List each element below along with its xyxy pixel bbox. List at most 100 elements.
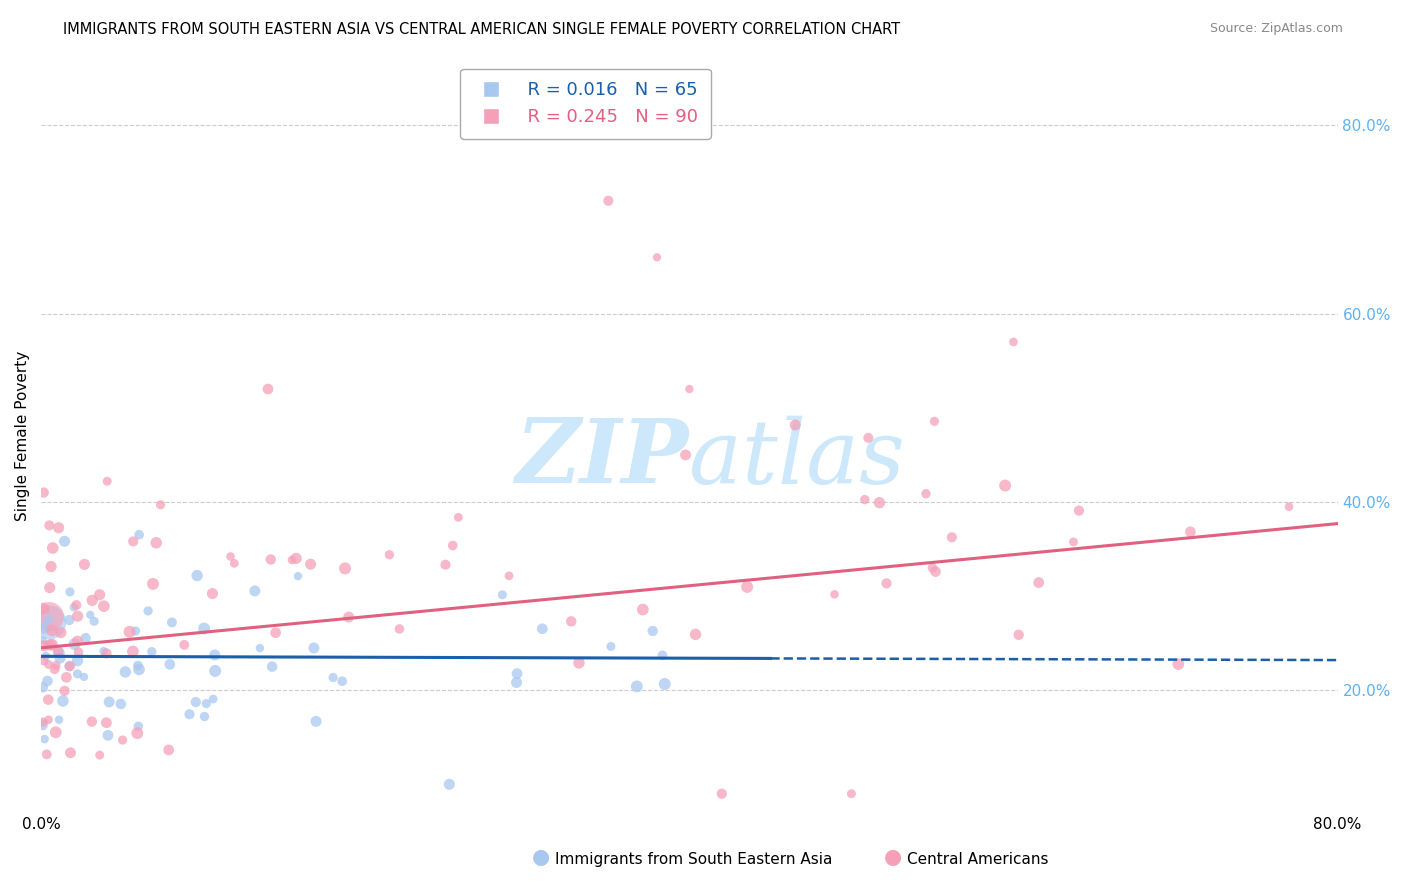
Point xyxy=(59,585,82,599)
Point xyxy=(34,602,56,616)
Point xyxy=(204,648,226,662)
Point xyxy=(111,733,134,747)
Point xyxy=(53,684,76,698)
Point xyxy=(305,714,328,729)
Point xyxy=(281,553,304,567)
Point xyxy=(83,614,105,628)
Point xyxy=(73,558,96,572)
Point xyxy=(65,598,87,612)
Point xyxy=(159,657,181,672)
Point xyxy=(568,656,591,670)
Point xyxy=(37,673,59,688)
Point xyxy=(37,657,59,672)
Point xyxy=(122,644,145,658)
Point xyxy=(243,583,266,598)
Point xyxy=(388,622,411,636)
Point xyxy=(193,622,215,636)
Point xyxy=(55,670,77,684)
Point xyxy=(302,640,325,655)
Point xyxy=(201,586,224,600)
Point xyxy=(127,719,149,733)
Point xyxy=(66,666,89,681)
Point xyxy=(110,697,132,711)
Point xyxy=(32,639,55,653)
Point xyxy=(31,718,53,732)
Point xyxy=(59,746,82,760)
Point xyxy=(59,659,82,673)
Point xyxy=(224,557,246,571)
Point xyxy=(32,621,55,635)
Point xyxy=(42,541,65,555)
Point xyxy=(1167,657,1189,672)
Point xyxy=(506,666,529,681)
Point xyxy=(924,414,946,428)
Point xyxy=(179,707,201,722)
Point xyxy=(63,637,86,651)
Point xyxy=(257,382,280,396)
Point xyxy=(32,485,55,500)
Point xyxy=(994,478,1017,492)
Point xyxy=(58,613,80,627)
Point xyxy=(34,732,56,747)
Point xyxy=(924,565,946,579)
Point xyxy=(96,715,118,730)
Point xyxy=(149,498,172,512)
Point xyxy=(560,615,582,629)
Point xyxy=(264,625,287,640)
Text: Source: ZipAtlas.com: Source: ZipAtlas.com xyxy=(1209,22,1343,36)
Point xyxy=(330,674,353,689)
Point xyxy=(118,624,141,639)
Point xyxy=(63,600,86,615)
Point xyxy=(195,697,218,711)
Point xyxy=(710,787,733,801)
Point xyxy=(531,622,554,636)
Point xyxy=(37,713,59,727)
Point xyxy=(145,535,167,549)
Point xyxy=(93,599,115,614)
Point xyxy=(66,634,89,648)
Point xyxy=(1002,334,1025,349)
Point xyxy=(498,569,520,583)
Point xyxy=(96,475,118,489)
Point xyxy=(66,654,89,668)
Point xyxy=(48,521,70,535)
Point xyxy=(32,714,55,729)
Point xyxy=(337,610,360,624)
Point xyxy=(75,631,97,645)
Point xyxy=(186,568,208,582)
Point xyxy=(735,580,758,594)
Point xyxy=(204,664,226,678)
Point xyxy=(157,743,180,757)
Point xyxy=(128,527,150,541)
Point xyxy=(127,726,149,740)
Point xyxy=(45,658,67,673)
Point xyxy=(841,787,863,801)
Point xyxy=(48,713,70,727)
Point xyxy=(160,615,183,630)
Point xyxy=(645,250,668,264)
Point xyxy=(285,551,308,566)
Point xyxy=(49,651,72,665)
Point xyxy=(858,431,880,445)
Point xyxy=(631,602,654,616)
Point xyxy=(58,659,80,673)
Point xyxy=(322,671,344,685)
Point xyxy=(1180,524,1202,539)
Point xyxy=(122,534,145,549)
Point xyxy=(785,417,807,432)
Point xyxy=(439,777,461,791)
Point xyxy=(441,539,464,553)
Point xyxy=(1278,500,1301,514)
Text: ●: ● xyxy=(533,847,550,867)
Point xyxy=(82,593,104,607)
Point xyxy=(142,577,165,591)
Point xyxy=(49,625,72,640)
Point xyxy=(89,588,111,602)
Point xyxy=(52,694,75,708)
Point xyxy=(38,612,60,626)
Text: ZIP: ZIP xyxy=(516,416,689,502)
Point xyxy=(1067,503,1090,517)
Point xyxy=(98,695,121,709)
Text: Central Americans: Central Americans xyxy=(907,852,1049,867)
Point xyxy=(1063,535,1085,549)
